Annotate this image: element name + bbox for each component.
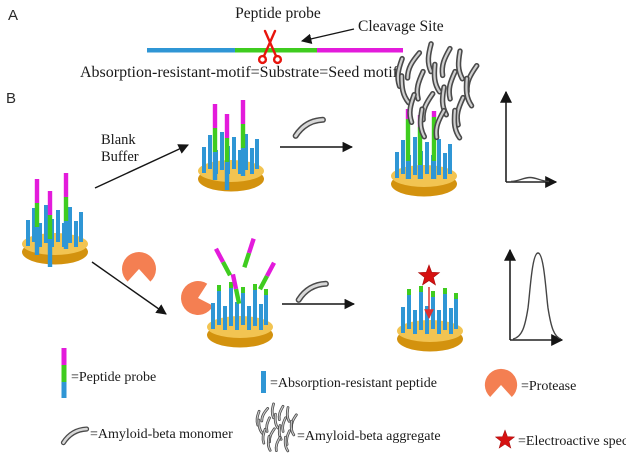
protease-icon (122, 251, 156, 282)
graph-no-signal (500, 90, 558, 188)
legend-peptide-probe-icon (61, 348, 67, 398)
amyloid-monomer-icon (296, 283, 328, 300)
amyloid-monomer-icon (293, 119, 325, 136)
legend-absorption-peptide-label: =Absorption-resistant peptide (270, 376, 437, 391)
panel-b-label: B (6, 90, 16, 107)
protease-icon (177, 278, 215, 319)
electrode-signal (397, 286, 463, 352)
legend-aggregate-label: =Amyloid-beta aggregate (297, 429, 441, 444)
peptide-probe-bar (147, 48, 403, 53)
legend-protease-icon (484, 368, 518, 397)
cleaved-fragment-icon (258, 261, 276, 291)
gold-electrode-icon (198, 160, 264, 192)
panel-a-label: A (8, 7, 18, 24)
arrow-protease-path (91, 261, 167, 315)
gold-electrode-icon (391, 165, 457, 197)
peptide-probe-icon (240, 100, 246, 176)
motif-label: Absorption-resistant-motif=Substrate=See… (80, 64, 399, 81)
electrode-blank-buffer (198, 100, 264, 192)
legend-aggregate-icon (253, 404, 299, 451)
flat-trace (510, 176, 550, 183)
cleaved-fragment-icon (214, 247, 232, 277)
legend-electroactive-icon (495, 429, 515, 449)
legend-absorption-peptide-icon (261, 371, 266, 393)
legend-monomer-icon (62, 429, 89, 443)
electroactive-star-icon (418, 264, 440, 286)
legend-peptide-probe-label: =Peptide probe (71, 370, 156, 385)
electrode-start (22, 173, 88, 267)
legend: =Peptide probe =Absorption-resistant pep… (62, 348, 626, 451)
blank-buffer-label-line2: Buffer (101, 149, 139, 165)
scissors-icon (257, 29, 283, 65)
peptide-probe-icon (63, 173, 69, 249)
arrow-blank-buffer (94, 144, 189, 189)
legend-monomer-label: =Amyloid-beta monomer (90, 427, 233, 442)
cleavage-arrow (300, 28, 355, 44)
legend-electroactive-label: =Electroactive species (518, 434, 626, 449)
blank-buffer-label-line1: Blank (101, 132, 136, 148)
gold-electrode-icon (207, 316, 273, 348)
amyloid-aggregate-icon (389, 44, 482, 138)
legend-protease-label: =Protease (521, 379, 576, 394)
peptide-probe-icon (212, 104, 218, 180)
peptide-probe-icon (47, 191, 53, 267)
cleavage-site-label: Cleavage Site (358, 18, 444, 35)
electrode-cleaved (207, 282, 273, 348)
cleaved-fragment-icon (242, 238, 256, 268)
graph-signal-peak (504, 248, 564, 346)
peptide-probe-icon (34, 179, 40, 255)
peptide-probe-icon (224, 114, 230, 190)
peptide-probe-title: Peptide probe (235, 5, 321, 22)
gold-electrode-icon (22, 233, 88, 265)
gold-electrode-icon (397, 320, 463, 352)
peak-trace (512, 252, 562, 340)
